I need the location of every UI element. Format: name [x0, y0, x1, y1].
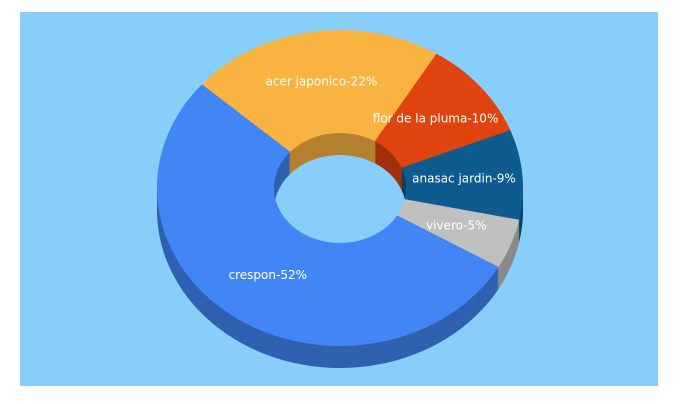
- slice-label: crespon-52%: [229, 268, 307, 282]
- slice-label: anasac jardin-9%: [412, 171, 516, 185]
- slice: [397, 199, 520, 267]
- slice: [156, 84, 499, 347]
- slice: [374, 53, 511, 168]
- slice: [401, 130, 523, 220]
- slice-label: acer japonico-22%: [265, 74, 377, 88]
- slice-label: flor de la pluma-10%: [373, 112, 499, 126]
- slice-label: vivero-5%: [426, 219, 487, 233]
- slice: [201, 30, 437, 152]
